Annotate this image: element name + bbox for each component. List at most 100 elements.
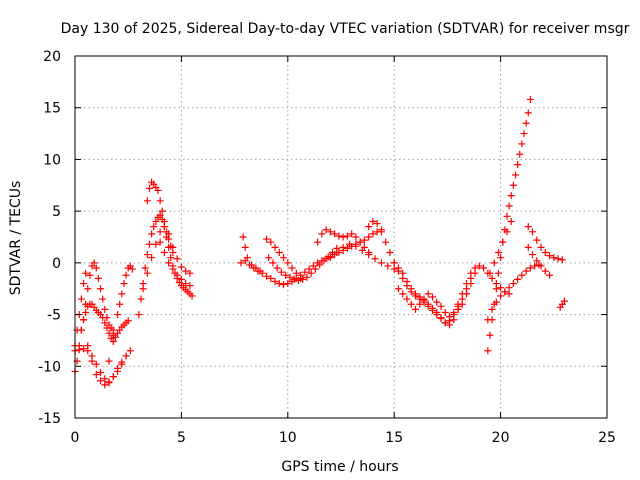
data-point bbox=[148, 254, 156, 262]
series-arc-n bbox=[265, 244, 341, 284]
data-point bbox=[394, 264, 402, 272]
data-point bbox=[501, 288, 509, 296]
data-point bbox=[77, 295, 85, 303]
data-point bbox=[480, 264, 488, 272]
data-point bbox=[331, 230, 339, 238]
data-point bbox=[518, 271, 526, 279]
x-axis-label: GPS time / hours bbox=[281, 459, 398, 475]
data-point bbox=[365, 223, 373, 231]
data-point bbox=[82, 269, 90, 277]
x-tick-label: 5 bbox=[177, 430, 186, 446]
data-point bbox=[301, 268, 309, 276]
data-point bbox=[520, 130, 528, 138]
data-point bbox=[546, 271, 554, 279]
data-point bbox=[511, 171, 519, 179]
data-point bbox=[509, 280, 517, 288]
data-point bbox=[314, 238, 322, 246]
data-point bbox=[541, 267, 549, 275]
data-point bbox=[156, 197, 164, 205]
data-point bbox=[186, 269, 194, 277]
data-point bbox=[80, 345, 88, 353]
data-point bbox=[167, 254, 175, 262]
data-point bbox=[429, 293, 437, 301]
data-point bbox=[529, 251, 537, 259]
series-arc-x bbox=[524, 223, 566, 264]
data-point bbox=[503, 212, 511, 220]
data-point bbox=[105, 379, 113, 387]
data-point bbox=[156, 228, 164, 236]
data-point bbox=[173, 255, 181, 263]
chart-title: Day 130 of 2025, Sidereal Day-to-day VTE… bbox=[61, 21, 630, 37]
data-point bbox=[294, 276, 302, 284]
data-point bbox=[114, 364, 122, 372]
data-point bbox=[186, 282, 194, 290]
data-point bbox=[316, 261, 324, 269]
data-point bbox=[505, 202, 513, 210]
data-point bbox=[124, 317, 132, 325]
data-point bbox=[541, 249, 549, 257]
data-point bbox=[497, 292, 505, 300]
grid-lines bbox=[75, 56, 607, 418]
series-arc-p bbox=[326, 240, 398, 273]
data-point bbox=[169, 243, 177, 251]
data-point bbox=[488, 274, 496, 282]
data-point bbox=[84, 342, 92, 350]
data-point bbox=[160, 223, 168, 231]
y-axis-label: SDTVAR / TECUs bbox=[8, 181, 24, 296]
axes: 0 5 10 15 20 25 -15 -10 -5 0 5 10 15 20 bbox=[38, 49, 616, 446]
y-tick-label: 15 bbox=[43, 101, 61, 117]
data-point bbox=[305, 265, 313, 273]
data-point bbox=[256, 267, 264, 275]
data-point bbox=[441, 319, 449, 327]
data-point bbox=[352, 242, 360, 250]
data-point bbox=[84, 285, 92, 293]
data-point bbox=[182, 267, 190, 275]
data-point bbox=[507, 217, 515, 225]
data-point bbox=[273, 264, 281, 272]
data-point bbox=[377, 228, 385, 236]
data-point bbox=[560, 297, 568, 305]
y-tick-label: 10 bbox=[43, 152, 61, 168]
data-point bbox=[143, 269, 151, 277]
data-point bbox=[524, 109, 532, 117]
data-point bbox=[494, 249, 502, 257]
data-point bbox=[86, 271, 94, 279]
data-point bbox=[275, 249, 283, 257]
data-point bbox=[339, 233, 347, 241]
data-point bbox=[343, 244, 351, 252]
data-point bbox=[339, 243, 347, 251]
y-tick-label: 0 bbox=[52, 256, 61, 272]
data-point bbox=[145, 240, 153, 248]
data-point bbox=[114, 311, 122, 319]
data-point bbox=[277, 268, 285, 276]
data-point bbox=[94, 274, 102, 282]
data-point bbox=[267, 238, 275, 246]
data-point bbox=[288, 264, 296, 272]
data-point bbox=[143, 251, 151, 259]
data-point bbox=[263, 235, 271, 243]
data-point bbox=[299, 275, 307, 283]
data-point bbox=[177, 275, 185, 283]
y-tick-label: 5 bbox=[52, 204, 61, 220]
data-point bbox=[505, 284, 513, 292]
data-point bbox=[499, 238, 507, 246]
data-point bbox=[492, 285, 500, 293]
data-point bbox=[101, 375, 109, 383]
data-point bbox=[416, 300, 424, 308]
data-point bbox=[507, 192, 515, 200]
y-tick-label: -10 bbox=[38, 359, 61, 375]
data-point bbox=[484, 347, 492, 355]
series-arc-g bbox=[135, 211, 196, 319]
data-point bbox=[118, 290, 126, 298]
data-point bbox=[546, 252, 554, 260]
data-point bbox=[152, 240, 160, 248]
series-arc-l bbox=[239, 233, 264, 275]
data-point bbox=[322, 226, 330, 234]
data-point bbox=[75, 346, 83, 354]
data-point bbox=[169, 265, 177, 273]
series-arc-o bbox=[314, 226, 373, 257]
data-point bbox=[533, 236, 541, 244]
data-point bbox=[437, 302, 445, 310]
data-point bbox=[463, 290, 471, 298]
